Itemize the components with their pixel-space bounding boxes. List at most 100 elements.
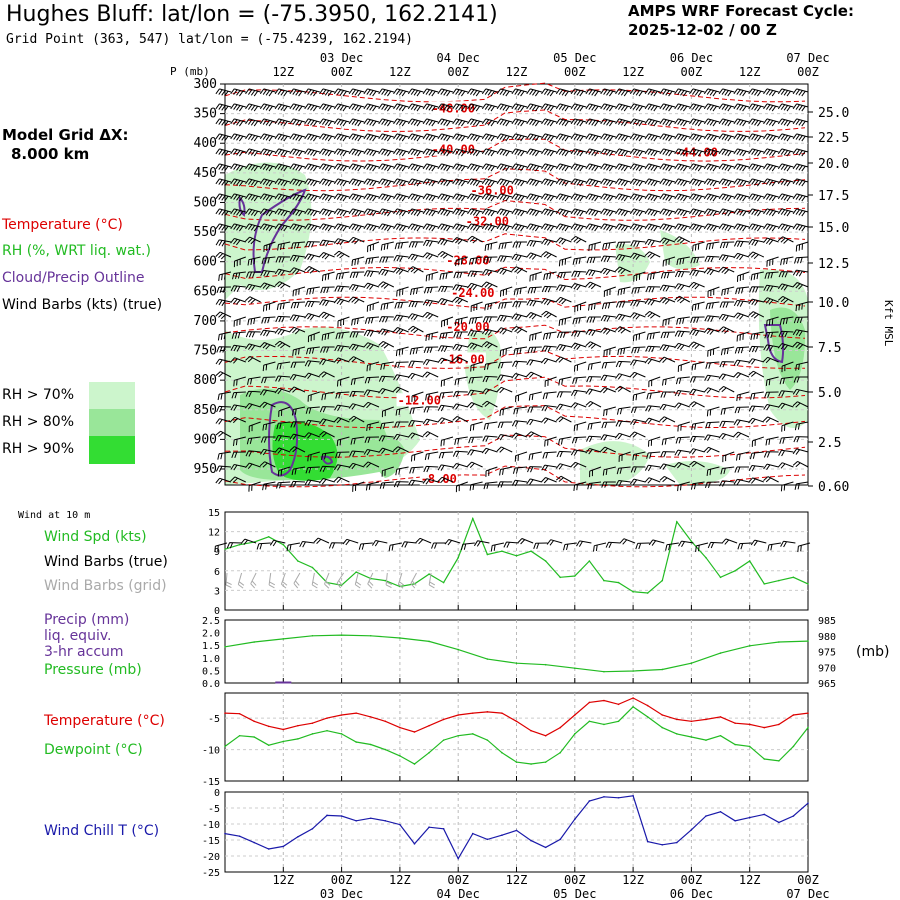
upper-wind-barb — [348, 163, 365, 172]
upper-wind-barb — [718, 118, 735, 127]
upper-wind-barb — [319, 193, 335, 202]
upper-wind-barb — [645, 405, 661, 412]
upper-wind-barb — [763, 356, 779, 364]
upper-wind-barb — [215, 223, 232, 232]
upper-wind-barb — [380, 361, 394, 370]
upper-wind-barb — [703, 327, 720, 335]
upper-wind-barb — [555, 103, 572, 112]
upper-wind-barb — [352, 481, 365, 492]
upper-wind-barb — [423, 346, 439, 353]
upper-wind-barb — [363, 223, 380, 232]
upper-wind-barb — [600, 223, 616, 232]
upper-wind-barb — [733, 312, 750, 320]
grid-wind-barb — [385, 572, 393, 589]
upper-wind-barb — [615, 432, 631, 440]
upper-wind-barb — [644, 208, 661, 217]
windchill-line-point — [253, 841, 255, 844]
rh-legend-70: RH > 70% — [2, 387, 75, 403]
upper-wind-barb — [718, 178, 735, 187]
upper-wind-barb — [630, 359, 646, 366]
upper-wind-barb — [616, 466, 631, 475]
upper-wind-barb — [393, 148, 409, 157]
upper-wind-barb — [644, 464, 661, 472]
upper-wind-barb — [659, 118, 676, 127]
upper-wind-barb — [230, 88, 246, 97]
wind-speed-line-point — [807, 583, 809, 585]
upper-wind-barb — [513, 346, 528, 355]
upper-wind-barb — [585, 448, 602, 455]
upper-wind-barb — [555, 88, 572, 97]
bottom-time-label: 12Z — [272, 873, 294, 887]
dewpoint-line-point — [297, 738, 299, 740]
upper-wind-barb — [289, 148, 306, 157]
windchill-line-point — [267, 848, 270, 850]
upper-wind-barb — [304, 419, 320, 427]
wind-speed-line-point — [311, 566, 314, 569]
upper-wind-barb — [543, 271, 557, 281]
upper-wind-barb — [629, 88, 646, 97]
upper-wind-barb — [748, 148, 764, 157]
upper-wind-barb — [233, 376, 246, 387]
upper-wind-barb — [335, 331, 350, 340]
upper-wind-barb — [245, 283, 261, 291]
upper-wind-barb — [556, 284, 572, 292]
top-time-label: 00Z — [331, 65, 353, 79]
temperature-line-point — [311, 722, 314, 724]
upper-wind-barb — [704, 481, 720, 488]
upper-wind-barb — [793, 376, 809, 383]
upper-wind-barb — [422, 252, 439, 260]
upper-wind-barb — [689, 269, 705, 277]
upper-wind-barb — [319, 239, 335, 247]
upper-wind-barb — [629, 193, 646, 202]
upper-wind-barb — [792, 341, 809, 350]
upper-wind-barb — [305, 466, 320, 474]
upper-wind-barb — [703, 223, 720, 232]
upper-wind-barb — [407, 313, 424, 321]
grid-wind-barb — [225, 572, 232, 589]
grid-wind-barb — [311, 572, 319, 589]
wind-panel: 15 12 9 6 3 0 — [208, 508, 811, 617]
isotherm-line — [224, 138, 806, 162]
upper-wind-barb — [230, 357, 246, 364]
upper-wind-barb — [541, 417, 557, 424]
upper-wind-barb — [748, 345, 764, 353]
upper-wind-barb — [558, 436, 572, 446]
upper-wind-barb — [515, 391, 528, 403]
upper-wind-barb — [485, 466, 498, 477]
upper-wind-barb — [691, 421, 705, 431]
temperature-line-point — [340, 714, 343, 716]
wind-panel-ytick-label: 12 — [208, 528, 220, 539]
upper-wind-barb — [780, 481, 794, 492]
upper-wind-barb — [304, 208, 320, 217]
upper-wind-barb — [231, 451, 246, 458]
upper-wind-barb — [230, 118, 246, 127]
upper-wind-barb — [526, 478, 542, 485]
upper-wind-barb — [719, 241, 735, 249]
surface-wind-barb — [648, 539, 665, 546]
wind-speed-line-point — [224, 548, 226, 551]
upper-wind-barb — [452, 163, 468, 172]
upper-wind-barb — [452, 343, 468, 351]
page-title: Hughes Bluff: lat/lon = (-75.3950, 162.2… — [6, 2, 498, 27]
upper-wind-barb — [777, 208, 794, 217]
cloud-outline — [763, 324, 785, 364]
upper-wind-barb — [600, 434, 616, 441]
upper-wind-barb — [511, 420, 528, 427]
upper-wind-barb — [452, 450, 468, 458]
upper-wind-barb — [422, 133, 439, 142]
upper-wind-barb — [424, 451, 439, 461]
pressure-line-point — [369, 634, 372, 637]
surface-wind-barb — [605, 541, 621, 549]
temperature-line-point — [326, 717, 328, 719]
upper-wind-barb — [215, 148, 232, 157]
upper-wind-barb — [527, 466, 542, 473]
upper-wind-barb — [570, 342, 587, 350]
upper-wind-barb — [484, 241, 498, 251]
upper-wind-barb — [380, 301, 394, 311]
upper-wind-barb — [319, 208, 335, 217]
bottom-time-label: 12Z — [622, 873, 644, 887]
upper-wind-barb — [333, 297, 350, 306]
upper-wind-barb — [586, 256, 602, 264]
windchill-line-point — [413, 843, 416, 845]
temperature-line-point — [384, 720, 387, 723]
